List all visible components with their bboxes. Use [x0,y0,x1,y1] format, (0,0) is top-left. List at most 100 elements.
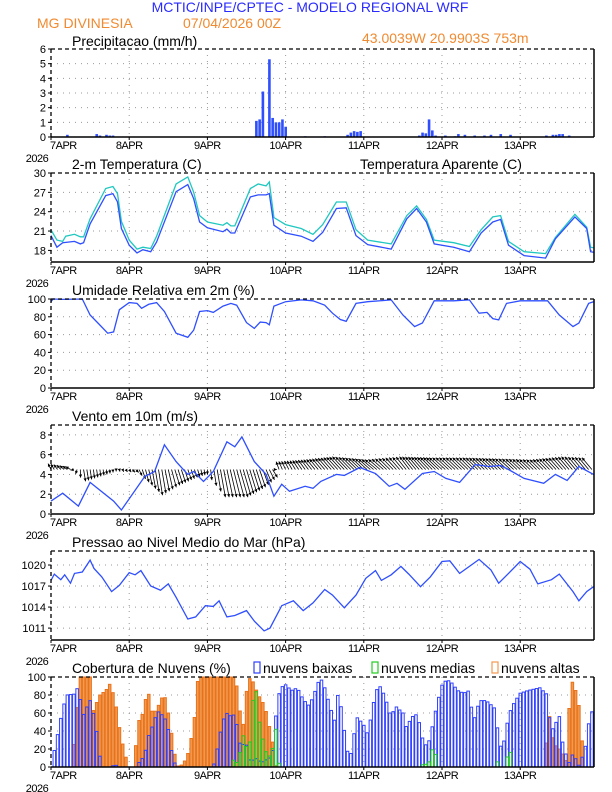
high-cloud-bar [208,676,213,768]
mid-cloud-bar [427,761,431,768]
y-tick-label: 0 [40,132,46,144]
low-cloud-bar [485,701,490,768]
wind-arrow-head [275,461,279,465]
wind-arrow-head [315,458,319,462]
wind-vector-arrow [428,457,443,470]
wind-arrow-shaft [233,469,241,498]
wind-vector-arrow [200,469,204,477]
y-tick-label: 40 [34,726,46,738]
y-tick-label: 80 [34,312,46,324]
humidity-title: Umidade Relativa em 2m (%) [72,282,255,298]
wind-vector-arrow [252,469,261,491]
location-label: MG DIVINESIA [37,15,133,31]
wind-arrow-head [78,474,83,478]
wind-arrow-head [452,457,456,461]
low-cloud-bar [586,723,591,768]
panels: Precipitacao (mm/h) 0 1 2 3 4 5 6 7APR 8APR 9APR 10… [22,33,595,792]
wind-vector-arrow [438,457,453,470]
wind-vector-arrow [161,469,167,494]
low-cloud-bar [590,711,594,768]
wind-arrow-head [292,460,296,464]
wind-vector-arrow [329,456,342,470]
wind-vector-arrow [574,457,586,470]
low-cloud-bar [388,712,392,768]
low-cloud-bar [336,694,340,768]
wind-arrow-head [564,456,569,461]
x-tick-label: 12APR [426,391,459,403]
mid-cloud-bar [495,761,500,768]
wind-arrow-shaft [249,469,258,493]
wind-arrow-head [300,459,305,464]
x-tick-label: 13APR [504,517,537,529]
wind-arrow-head [248,492,252,496]
wind-vector-arrow [268,469,275,481]
precip-bar [352,131,356,137]
high-cloud-bar [205,676,210,768]
wind-arrow-head [485,458,489,462]
wind-arrow-head [312,458,316,463]
wind-arrow-head [326,457,330,461]
wind-vector-arrow [259,469,267,488]
wind-arrow-shaft [220,469,226,498]
wind-vector-arrow [56,464,62,470]
low-cloud-bar [349,753,353,768]
wind-arrow-head [399,456,403,460]
wind-vector-arrow [381,457,394,470]
wind-arrow-head [274,474,278,478]
y-tick-label: 1020 [22,560,46,572]
wind-vector-arrow [326,456,339,470]
precip-bar [359,131,362,137]
wind-vector-arrow [273,467,277,472]
x-tick-label: 10APR [269,643,302,655]
wind-vector-arrow [101,469,106,476]
x-tick-label: 8APR [116,770,143,782]
wind-vector-arrow [526,459,537,470]
wind-vector-arrow [95,469,99,478]
precip-bar [349,132,353,137]
x-tick-label: 9APR [194,391,221,403]
wind-arrow-head [392,457,396,461]
high-cloud-bar [573,690,578,768]
precip-bar [281,119,284,137]
wind-arrow-head [581,457,586,461]
low-cloud-bar [469,706,474,768]
low-cloud-bar [296,689,301,768]
y-tick-label: 21 [34,226,46,238]
wind-vector-arrow [491,458,505,470]
y-tick-label: 1017 [22,581,46,593]
high-cloud-bar [104,688,109,768]
clouds-title: Cobertura de Nuvens (%) [72,660,231,676]
x-tick-label: 12APR [426,265,459,277]
wind-vector-arrow [392,456,404,470]
low-cloud-legend-swatch-icon [253,661,261,674]
y-tick-label: 4 [40,469,46,481]
apparent-temperature-line [50,175,594,255]
wind-arrow-head [160,492,164,496]
precip-bar [66,134,69,137]
low-cloud-bar [332,719,337,768]
mid-cloud-bar [430,749,435,768]
mid-cloud-bar [433,753,438,768]
temperature-line [50,183,594,259]
wind-arrow-head [273,467,277,472]
x-tick-label: 11APR [348,391,380,403]
x-tick-label: 9APR [194,770,221,782]
wind-arrow-shaft [171,469,177,488]
wind-vector-arrow [452,457,466,470]
x-tick-label: 12APR [426,643,459,655]
low-cloud-bar [401,712,405,768]
precip-bar [424,133,428,137]
wind-arrow-head [375,458,379,462]
precip-bar [421,132,424,137]
wind-arrow-head [128,468,132,473]
wind-vector-arrow [78,469,83,478]
precip-bar [463,134,467,137]
wind-vector-arrow [92,469,96,479]
wind-arrow-head [342,457,346,461]
high-cloud-bar [114,706,118,768]
wind-arrow-head [417,457,421,461]
wind-vector-arrow [233,469,242,498]
wind-vector-arrow [128,468,132,473]
x-tick-label: 11APR [348,517,380,529]
low-cloud-bar [420,737,425,768]
